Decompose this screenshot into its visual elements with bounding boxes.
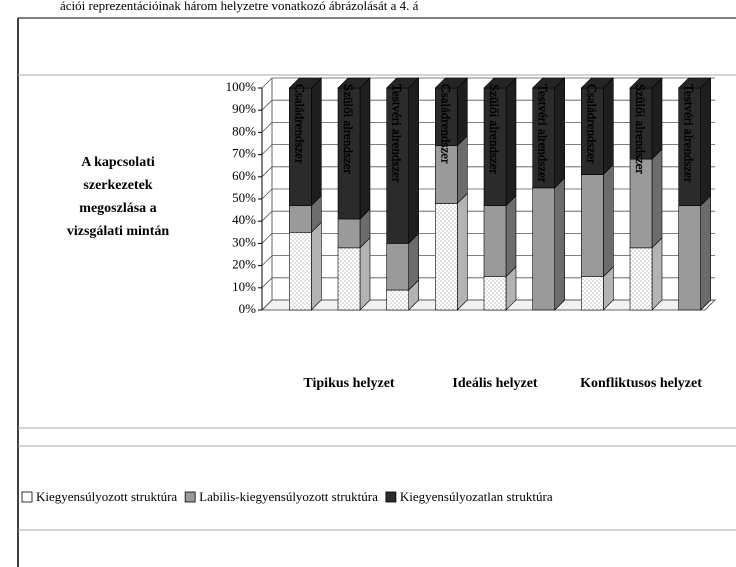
bar-top (677, 77, 712, 89)
bar (581, 174, 604, 278)
y-tick-label: 50% (232, 190, 256, 205)
bar-side (457, 192, 468, 311)
legend-label: Kiegyensúlyozott struktúra (36, 489, 177, 504)
chart-title: megoszlása a (79, 201, 156, 216)
legend-swatch (385, 491, 397, 503)
bar (289, 232, 312, 311)
bar-side (311, 221, 322, 311)
grid-line (261, 144, 715, 155)
bar-side (651, 148, 663, 249)
group-label: Konfliktusos helyzet (580, 376, 702, 391)
bar-label: Testvéri alrendszer (682, 84, 697, 183)
bar-side (505, 194, 517, 278)
bar (337, 247, 361, 311)
bar (629, 247, 653, 311)
bar (483, 205, 507, 278)
bar-top (385, 77, 420, 89)
bar-top (483, 77, 517, 89)
y-tick-label: 60% (232, 168, 256, 183)
bar-side (311, 77, 322, 207)
y-tick-label: 40% (232, 212, 256, 227)
grid-line (261, 77, 715, 89)
chart: A kapcsolati szerkezetek megoszlása a vizsg… (21, 77, 717, 504)
bar-label: Testvéri alrendszer (390, 84, 405, 183)
chart-title: szerkezetek (83, 178, 152, 193)
y-tick-label: 20% (232, 257, 256, 272)
bar-top (629, 77, 663, 89)
y-tick-label: 100% (226, 79, 257, 94)
y-tick-label: 80% (232, 123, 256, 138)
bar-label: Családrendszer (584, 84, 599, 164)
bar (386, 243, 409, 291)
bar (483, 276, 507, 311)
bar (678, 205, 701, 311)
grid-line (261, 122, 715, 133)
legend-swatch (184, 491, 196, 503)
y-tick-label: 0% (239, 301, 257, 316)
y-tick-label: 10% (232, 279, 256, 294)
bar-label: Szülői alrendszer (487, 84, 502, 175)
bar (386, 289, 409, 311)
y-tick-label: 30% (232, 234, 256, 249)
bar-top (434, 77, 469, 89)
bar (435, 203, 458, 311)
grid-line (261, 210, 715, 222)
bar-side (603, 77, 614, 176)
header-text: ációi reprezentációinak három helyzetre … (60, 0, 419, 13)
grid-line (261, 188, 715, 200)
bar-side (554, 177, 565, 311)
bar-side (408, 77, 419, 245)
bar (289, 205, 312, 233)
bar-side (700, 194, 711, 311)
chart-title: A kapcsolati (81, 155, 155, 170)
chart-title: vizsgálati mintán (67, 224, 169, 239)
bar-side (359, 77, 371, 220)
y-tick-label: 90% (232, 101, 256, 116)
legend-label: Kiegyensúlyozatlan struktúra (400, 489, 553, 504)
grid-line (261, 255, 715, 266)
group-label: Tipikus helyzet (303, 376, 394, 391)
bar-label: Szülői alrendszer (633, 84, 648, 175)
bar-side (651, 237, 663, 311)
bar-side (457, 77, 468, 147)
grid-line (261, 299, 715, 311)
grid-line (261, 277, 715, 289)
bar-side (651, 77, 663, 160)
grid-line (261, 232, 715, 244)
bar-top (580, 77, 615, 89)
bar (532, 187, 555, 311)
bar-side (505, 77, 517, 207)
bar-side (359, 237, 371, 311)
bar-side (457, 134, 468, 205)
group-label: Ideális helyzet (452, 376, 537, 391)
grid-line (261, 166, 715, 178)
bar-top (531, 77, 566, 89)
legend-swatch (21, 491, 33, 503)
bar-top (337, 77, 371, 89)
bar (337, 218, 361, 249)
y-tick-label: 70% (232, 146, 256, 161)
grid-line (261, 99, 715, 111)
bar-label: Családrendszer (438, 84, 453, 164)
bar-side (603, 163, 614, 278)
bar-side (700, 77, 711, 207)
bar-top (288, 77, 323, 89)
bar-label: Családrendszer (292, 84, 307, 164)
bar-label: Szülői alrendszer (341, 84, 356, 175)
bar-label: Testvéri alrendszer (536, 84, 551, 183)
bar (581, 276, 604, 311)
bar-side (554, 77, 565, 189)
legend-label: Labilis-kiegyensúlyozott struktúra (199, 489, 378, 504)
